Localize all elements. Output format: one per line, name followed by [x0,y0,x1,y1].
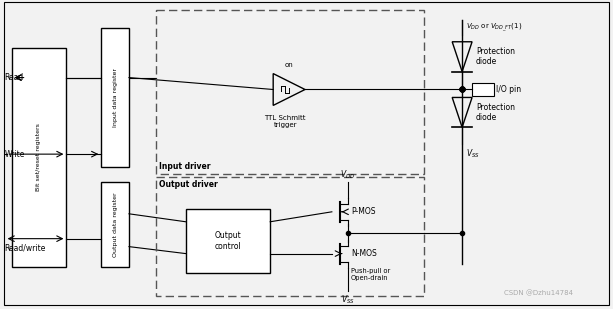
Text: Bit set/reset registers: Bit set/reset registers [37,123,42,191]
Text: N-MOS: N-MOS [351,249,376,258]
Bar [472,83,494,96]
Bar [156,177,424,296]
Text: I/O pin: I/O pin [496,85,521,94]
Text: $V_{DD}$ or $V_{DD\_FT}$(1): $V_{DD}$ or $V_{DD\_FT}$(1) [466,22,522,34]
Bar [156,10,424,174]
Text: Input data register: Input data register [113,68,118,127]
Text: on: on [284,61,294,68]
Text: Write: Write [5,150,25,159]
Bar [12,48,66,266]
Text: TTL Schmitt
trigger: TTL Schmitt trigger [264,115,306,128]
Bar [101,182,129,266]
Text: $V_{DD}$: $V_{DD}$ [340,168,356,181]
Text: Read/write: Read/write [5,243,46,253]
Text: Read: Read [5,73,24,82]
Text: Protection
diode: Protection diode [476,47,515,66]
Bar [101,28,129,167]
Text: Output
control: Output control [215,231,242,251]
Text: Input driver: Input driver [159,162,210,171]
Text: CSDN @Dzhu14784: CSDN @Dzhu14784 [504,290,573,297]
Text: Protection
diode: Protection diode [476,103,515,122]
Text: $V_{SS}$: $V_{SS}$ [341,293,355,306]
Bar [186,209,270,273]
Text: Push-pull or
Open-drain: Push-pull or Open-drain [351,269,390,281]
Text: Output data register: Output data register [113,192,118,256]
Text: P-MOS: P-MOS [351,207,375,216]
Text: $V_{SS}$: $V_{SS}$ [466,147,480,160]
Text: Output driver: Output driver [159,180,218,189]
